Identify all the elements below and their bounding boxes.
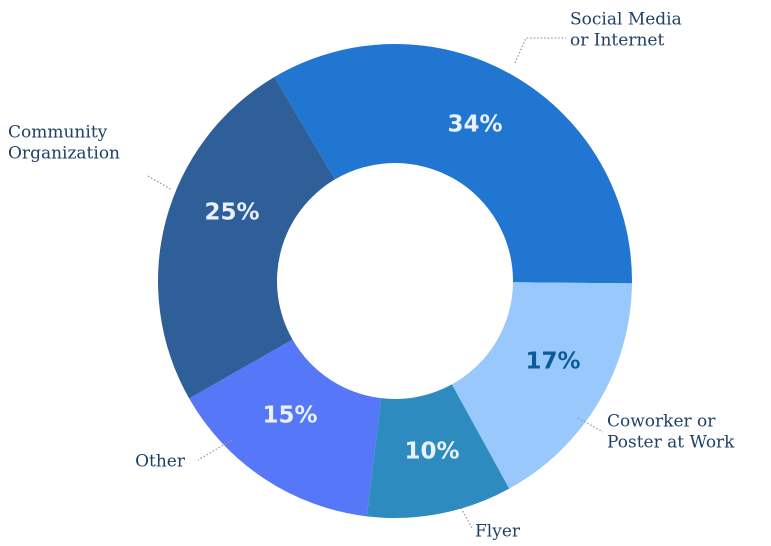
category-label: Social Media	[570, 10, 682, 30]
category-label: Flyer	[475, 522, 521, 542]
leader-line	[197, 439, 233, 461]
donut-slice	[366, 384, 510, 518]
donut-slice	[274, 44, 632, 284]
category-label: Coworker or	[607, 412, 716, 432]
value-label: 15%	[262, 403, 317, 429]
category-label: Community	[8, 123, 108, 143]
leader-line	[460, 507, 473, 529]
leader-line	[147, 175, 173, 191]
category-label: Other	[135, 452, 186, 472]
value-label: 10%	[404, 439, 459, 465]
value-label: 34%	[447, 112, 502, 138]
donut-slice	[189, 339, 381, 517]
donut-slice	[157, 77, 335, 399]
category-label: or Internet	[570, 31, 664, 51]
value-label: 25%	[204, 200, 259, 226]
donut-slice	[451, 282, 632, 489]
category-label: Organization	[8, 144, 120, 164]
leader-line	[514, 37, 566, 64]
category-label: Poster at Work	[607, 433, 735, 453]
leader-line	[577, 417, 604, 433]
value-label: 17%	[525, 349, 580, 375]
